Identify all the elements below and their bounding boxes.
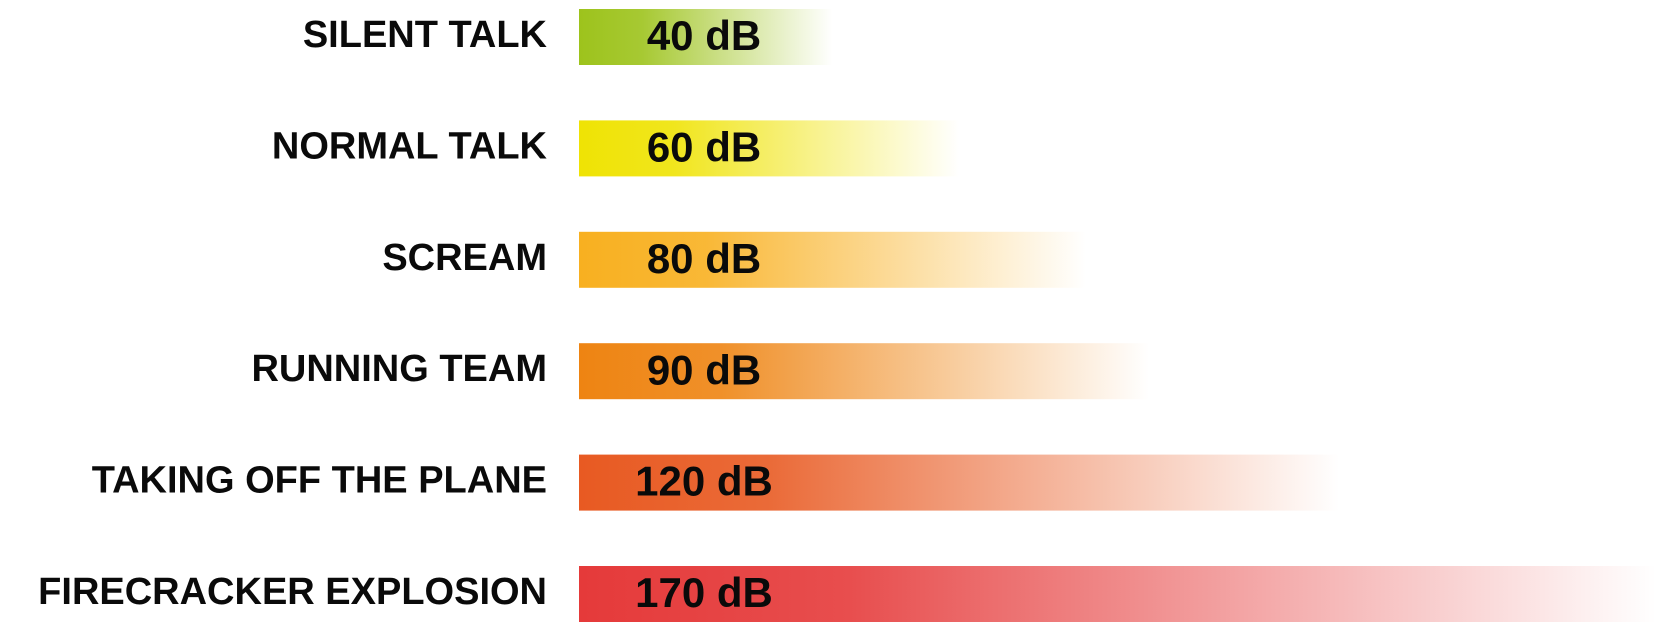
bar	[579, 9, 833, 65]
category-label: TAKING OFF THE PLANE	[92, 460, 547, 502]
bar	[579, 566, 1656, 622]
value-label: 60 dB	[647, 123, 761, 170]
bar	[579, 231, 1086, 288]
category-label: SILENT TALK	[303, 14, 548, 56]
category-label: RUNNING TEAM	[251, 348, 547, 390]
category-label: NORMAL TALK	[272, 125, 548, 167]
value-label: 170 dB	[635, 569, 773, 616]
value-label: 90 dB	[647, 346, 761, 393]
bar	[579, 120, 960, 177]
category-label: FIRECRACKER EXPLOSION	[38, 571, 547, 613]
value-label: 40 dB	[647, 12, 761, 59]
category-label: SCREAM	[382, 237, 547, 279]
bar	[579, 343, 1150, 400]
bar	[579, 454, 1340, 511]
value-label: 120 dB	[635, 458, 773, 505]
value-label: 80 dB	[647, 235, 761, 282]
